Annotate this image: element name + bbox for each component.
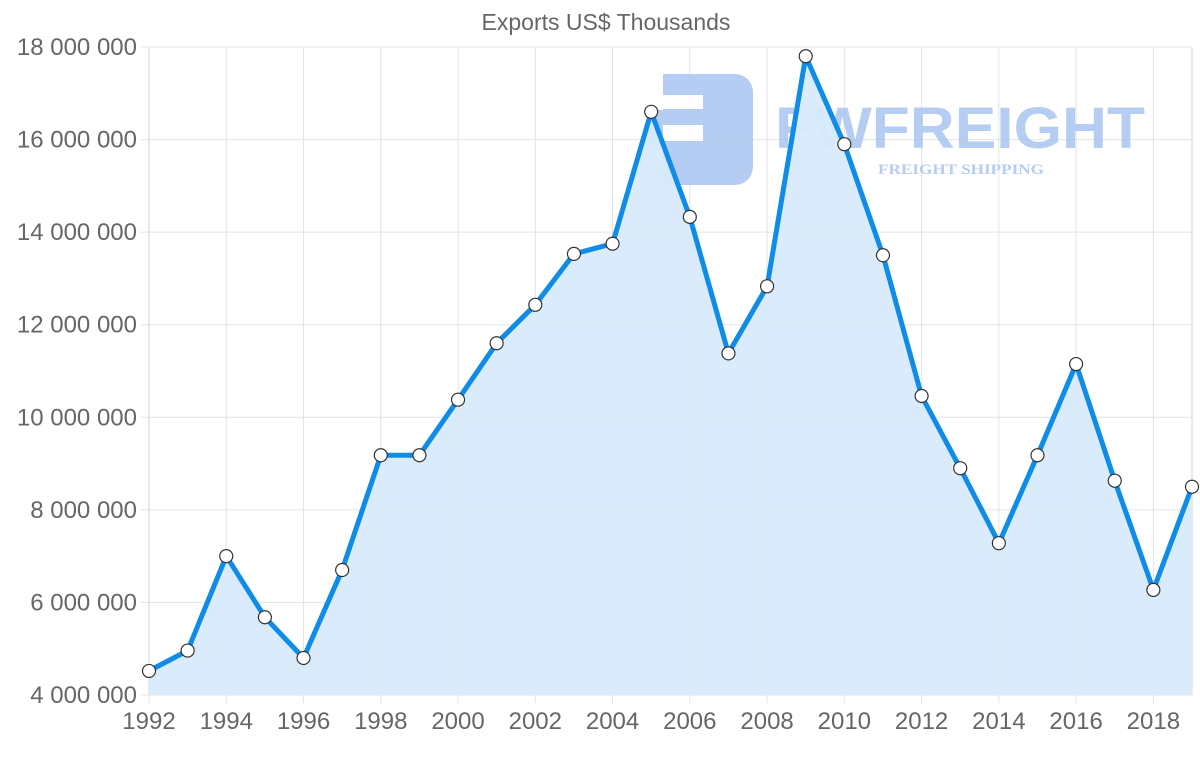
data-point-1994[interactable] (219, 549, 234, 564)
data-point-2018[interactable] (1146, 582, 1161, 598)
data-point-2012[interactable] (914, 388, 929, 404)
watermark-tagline: FREIGHT SHIPPING (878, 162, 1044, 178)
data-point-1992[interactable] (141, 663, 157, 679)
x-tick-label: 2002 (509, 708, 562, 735)
x-tick-label: 1996 (277, 708, 330, 735)
data-point-1998[interactable] (373, 448, 388, 463)
data-point-2001[interactable] (489, 336, 504, 351)
y-tick-label: 18 000 000 (17, 34, 137, 61)
x-tick-label: 2000 (431, 708, 484, 735)
y-tick-label: 16 000 000 (17, 127, 137, 154)
x-tick-label: 2012 (895, 708, 948, 735)
x-tick-label: 1998 (354, 708, 407, 735)
y-tick-label: 14 000 000 (17, 219, 137, 246)
data-point-2006[interactable] (682, 209, 697, 224)
x-axis-ticks: 1992 1994 1996 1998 2000 2002 2004 2006 2008 2010… (122, 708, 1180, 735)
series-area-fill (149, 56, 1192, 696)
data-point-1996[interactable] (296, 650, 311, 666)
data-point-2005[interactable] (644, 104, 659, 119)
data-point-2019[interactable] (1184, 479, 1200, 494)
y-tick-label: 6 000 000 (30, 589, 137, 616)
data-point-2014[interactable] (991, 536, 1006, 551)
data-point-2015[interactable] (1030, 448, 1045, 463)
x-tick-label: 2008 (740, 708, 793, 735)
y-tick-label: 4 000 000 (30, 682, 137, 709)
data-point-1999[interactable] (412, 448, 427, 463)
x-tick-label: 2014 (972, 708, 1025, 735)
y-tick-label: 10 000 000 (17, 404, 137, 431)
x-tick-label: 2004 (586, 708, 639, 735)
chart-title: Exports US$ Thousands (482, 9, 731, 35)
data-point-2000[interactable] (450, 392, 466, 407)
data-point-2010[interactable] (837, 137, 852, 152)
x-tick-label: 2016 (1049, 708, 1102, 735)
watermark-logo: FWFREIGHT FREIGHT SHIPPING (647, 74, 1145, 186)
y-axis-ticks: 4 000 000 6 000 000 8 000 000 10 000 000 12 … (17, 34, 137, 709)
data-point-2011[interactable] (875, 248, 891, 263)
data-point-2002[interactable] (528, 297, 543, 312)
data-point-1997[interactable] (335, 562, 350, 578)
x-tick-label: 2010 (818, 708, 871, 735)
data-point-2013[interactable] (953, 461, 968, 476)
fwfreight-logo-icon (647, 74, 753, 186)
data-points (141, 49, 1200, 679)
x-tick-label: 1992 (122, 708, 175, 735)
x-tick-label: 1994 (200, 708, 253, 735)
data-point-2009[interactable] (798, 49, 813, 64)
data-point-2008[interactable] (759, 279, 775, 294)
data-point-2007[interactable] (721, 346, 736, 361)
data-point-2016[interactable] (1069, 356, 1084, 372)
data-point-1993[interactable] (180, 643, 195, 658)
data-point-2017[interactable] (1107, 473, 1122, 488)
x-tick-label: 2018 (1127, 708, 1180, 735)
y-tick-label: 12 000 000 (17, 312, 137, 339)
series-line (147, 53, 1195, 674)
data-point-1995[interactable] (257, 610, 272, 625)
y-tick-label: 8 000 000 (30, 497, 137, 524)
data-point-2003[interactable] (566, 246, 582, 261)
x-tick-label: 2006 (663, 708, 716, 735)
data-point-2004[interactable] (605, 236, 620, 251)
